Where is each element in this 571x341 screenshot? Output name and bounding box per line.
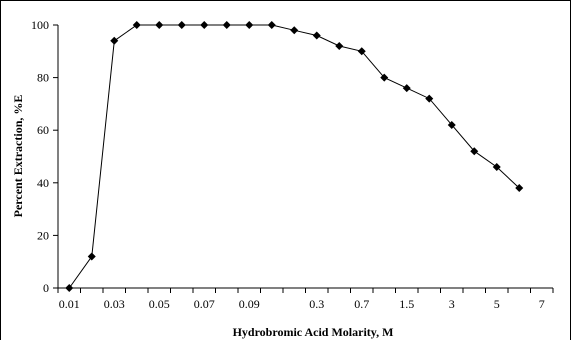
data-point-0.05 [155,21,164,29]
data-point-0.06 [177,21,186,29]
x-tick-label-0.3: 0.3 [309,297,324,311]
y-tick-label-80: 80 [37,71,49,85]
x-tick-label-7: 7 [539,297,545,311]
x-tick-label-3: 3 [449,297,455,311]
data-point-5 [492,163,501,172]
x-tick-label-0.01: 0.01 [59,297,80,311]
y-tick-label-0: 0 [43,281,49,295]
data-point-0.2 [290,26,299,35]
data-point-0.03 [110,36,119,45]
data-point-0.04 [132,21,141,29]
x-axis-ticks: 0.01 0.03 0.05 0.07 0.09 0.3 0.7 1.5 3 5 7 [57,288,554,311]
data-point-6 [515,184,524,193]
y-axis-ticks: 0 20 40 60 80 100 [31,18,58,295]
x-tick-label-1.5: 1.5 [399,297,414,311]
data-point-0.02 [87,252,96,261]
x-axis-title: Hydrobromic Acid Molarity, M [233,325,394,339]
series-line [68,24,520,289]
x-tick-label-0.07: 0.07 [194,297,215,311]
data-point-2 [425,94,434,103]
y-tick-label-20: 20 [37,228,49,242]
data-point-0.08 [222,21,231,29]
data-point-0.01 [65,284,74,292]
data-point-0.5 [335,42,344,51]
y-axis-title: Percent Extraction, %E [11,95,25,218]
y-tick-label-40: 40 [37,176,49,190]
y-tick-label-100: 100 [31,18,49,32]
data-point-0.7 [357,47,366,56]
y-tick-label-60: 60 [37,123,49,137]
data-point-0.09 [245,21,254,29]
x-tick-label-0.05: 0.05 [149,297,170,311]
data-point-0.1 [267,21,276,29]
data-point-1 [380,73,389,82]
x-tick-label-0.03: 0.03 [104,297,125,311]
data-point-4 [470,147,479,156]
data-point-0.07 [200,21,209,29]
x-tick-label-0.7: 0.7 [354,297,369,311]
x-tick-label-5: 5 [494,297,500,311]
x-tick-label-0.09: 0.09 [239,297,260,311]
data-point-1.5 [402,84,411,93]
data-points [65,21,524,292]
data-point-0.3 [312,31,321,40]
data-point-3 [447,120,456,129]
